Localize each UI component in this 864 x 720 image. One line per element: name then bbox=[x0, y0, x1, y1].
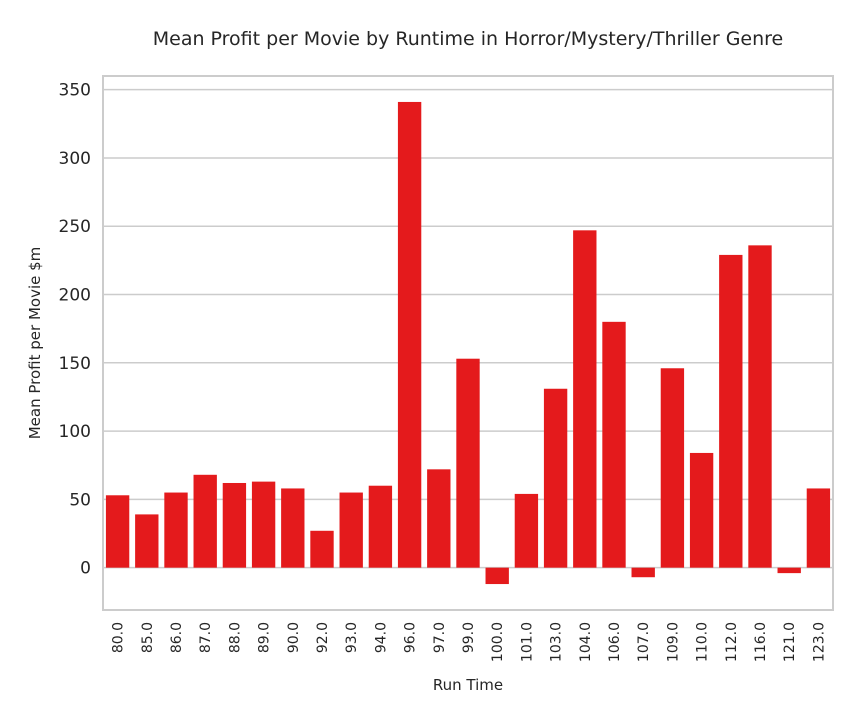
x-tick-label: 116.0 bbox=[753, 622, 769, 662]
x-tick-label: 104.0 bbox=[578, 622, 594, 662]
plot-frame bbox=[102, 75, 834, 611]
x-tick-label: 109.0 bbox=[665, 622, 681, 662]
bar-99.0 bbox=[456, 358, 480, 568]
bar-109.0 bbox=[660, 368, 685, 568]
y-tick-labels: 0 50 100 150 200 250 300 350 bbox=[59, 81, 91, 579]
bar-101.0 bbox=[514, 493, 539, 568]
x-tick-label: 107.0 bbox=[636, 622, 652, 662]
bar-93.0 bbox=[339, 492, 363, 568]
x-tick-label: 99.0 bbox=[461, 622, 477, 653]
x-tick-label: 103.0 bbox=[549, 622, 565, 662]
x-tick-label: 88.0 bbox=[227, 622, 243, 653]
x-axis-label: Run Time bbox=[433, 676, 503, 694]
bar-88.0 bbox=[222, 482, 247, 568]
bar-96.0 bbox=[397, 101, 422, 568]
bar-85.0 bbox=[135, 514, 159, 568]
bar-121.0 bbox=[777, 567, 801, 574]
chart-title: Mean Profit per Movie by Runtime in Horr… bbox=[153, 28, 784, 50]
x-tick-label: 85.0 bbox=[140, 622, 156, 653]
x-tick-label: 89.0 bbox=[257, 622, 273, 653]
bar-90.0 bbox=[281, 488, 305, 568]
x-tick-label: 93.0 bbox=[344, 622, 360, 653]
y-tick-label: 150 bbox=[59, 354, 91, 374]
bar-106.0 bbox=[602, 321, 626, 568]
x-tick-label: 123.0 bbox=[811, 622, 827, 662]
x-tick-label: 110.0 bbox=[695, 622, 711, 662]
x-tick-label: 90.0 bbox=[286, 622, 302, 653]
bar-94.0 bbox=[368, 485, 393, 568]
x-tick-label: 97.0 bbox=[432, 622, 448, 653]
x-tick-label: 101.0 bbox=[519, 622, 535, 662]
y-tick-label: 250 bbox=[59, 217, 91, 237]
bar-112.0 bbox=[719, 254, 743, 568]
x-tick-label: 96.0 bbox=[403, 622, 419, 653]
y-axis-label: Mean Profit per Movie $m bbox=[26, 247, 44, 440]
x-tick-label: 80.0 bbox=[111, 622, 127, 653]
bar-107.0 bbox=[631, 567, 655, 578]
bars bbox=[105, 101, 831, 585]
y-tick-label: 200 bbox=[59, 286, 91, 306]
bar-110.0 bbox=[689, 452, 714, 568]
x-tick-label: 87.0 bbox=[198, 622, 214, 653]
bar-87.0 bbox=[193, 474, 217, 568]
x-tick-label: 94.0 bbox=[373, 622, 389, 653]
bar-92.0 bbox=[310, 530, 334, 568]
y-tick-label: 100 bbox=[59, 422, 91, 442]
bar-89.0 bbox=[251, 481, 276, 568]
bar-97.0 bbox=[427, 469, 451, 568]
bar-86.0 bbox=[164, 492, 188, 568]
bar-116.0 bbox=[748, 245, 772, 568]
bar-104.0 bbox=[573, 230, 597, 568]
x-tick-label: 121.0 bbox=[782, 622, 798, 662]
x-tick-label: 112.0 bbox=[724, 622, 740, 662]
x-tick-label: 92.0 bbox=[315, 622, 331, 653]
bar-103.0 bbox=[543, 388, 568, 568]
x-tick-label: 106.0 bbox=[607, 622, 623, 662]
x-tick-labels: 80.0 85.0 86.0 87.0 88.0 89.0 90.0 92.0 93.0 94.0… bbox=[111, 622, 828, 662]
y-tick-label: 0 bbox=[80, 559, 91, 579]
y-tick-label: 50 bbox=[69, 490, 91, 510]
x-tick-label: 86.0 bbox=[169, 622, 185, 653]
x-tick-label: 100.0 bbox=[490, 622, 506, 662]
bar-100.0 bbox=[485, 567, 509, 585]
bar-123.0 bbox=[806, 488, 831, 568]
y-tick-label: 350 bbox=[59, 81, 91, 101]
bar-80.0 bbox=[105, 495, 130, 568]
y-tick-label: 300 bbox=[59, 149, 91, 169]
